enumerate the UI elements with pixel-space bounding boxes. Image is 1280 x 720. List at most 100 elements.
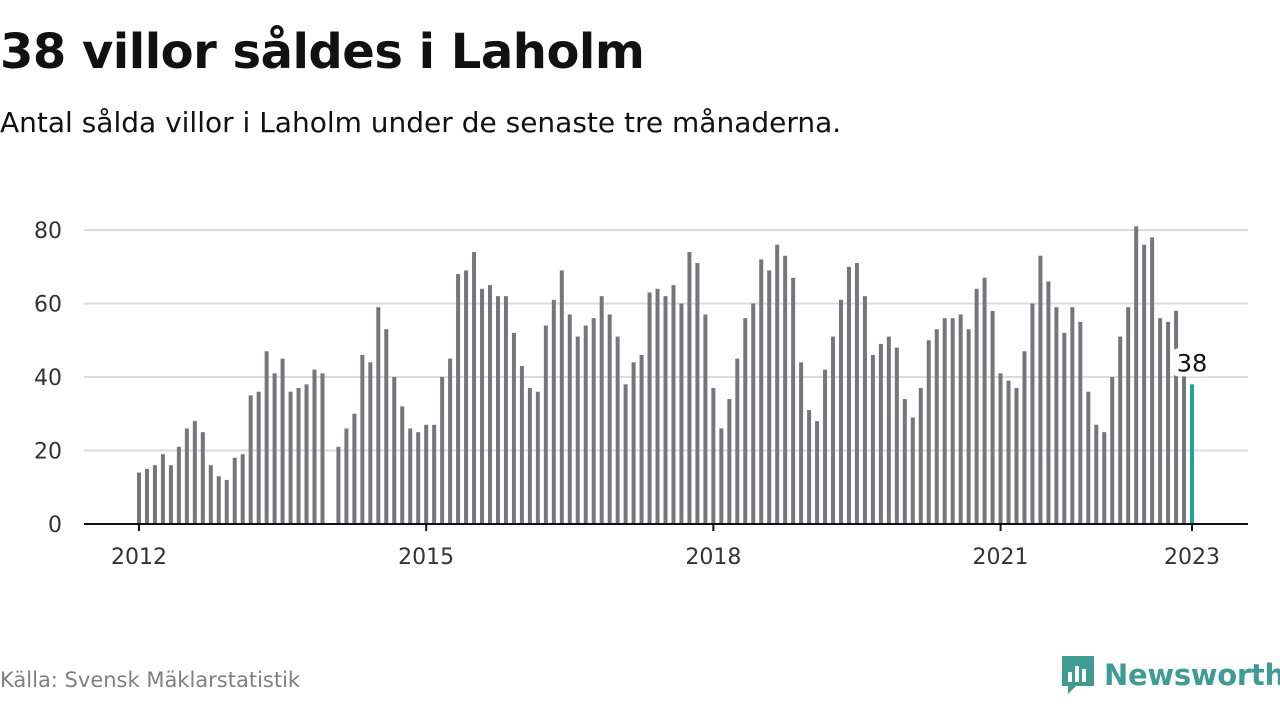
brand[interactable]: Newsworthy <box>1060 654 1280 696</box>
bar <box>591 318 596 524</box>
bar <box>408 428 413 524</box>
bar <box>1046 281 1051 524</box>
bar <box>432 424 437 524</box>
bar <box>583 325 588 524</box>
bar <box>639 354 644 524</box>
bar <box>488 285 492 525</box>
bar <box>344 428 349 524</box>
bar <box>631 362 636 524</box>
bar <box>464 270 469 524</box>
x-tick-label-2021: 2021 <box>973 545 1029 570</box>
bar <box>1054 307 1059 524</box>
bar <box>671 285 676 525</box>
bar <box>360 354 365 524</box>
bar <box>974 288 979 524</box>
bar <box>376 307 381 524</box>
bar <box>288 391 293 524</box>
bar <box>272 373 277 524</box>
bar <box>687 252 692 525</box>
bar <box>990 310 995 524</box>
bar <box>304 384 309 524</box>
bar <box>535 391 540 524</box>
bar <box>942 318 947 524</box>
bar <box>902 399 907 524</box>
bar <box>559 270 564 524</box>
bar <box>743 318 748 524</box>
bar <box>966 329 971 524</box>
bar <box>448 358 453 525</box>
y-axis-labels: 0 20 40 60 80 <box>34 219 62 538</box>
bar <box>320 373 325 524</box>
bar <box>1038 255 1043 525</box>
bar <box>1014 388 1019 524</box>
bar <box>1158 318 1163 524</box>
bar <box>615 336 620 524</box>
bar <box>1006 380 1011 524</box>
bar <box>831 336 836 524</box>
bar <box>312 369 317 524</box>
bar <box>1086 391 1091 524</box>
x-axis-ticks: 2012 2015 2018 2021 2023 <box>111 524 1220 570</box>
bar <box>1182 373 1187 524</box>
bar <box>1102 432 1107 525</box>
bar <box>735 358 740 525</box>
bar <box>480 288 485 524</box>
bar <box>224 479 229 524</box>
bar <box>799 362 804 524</box>
bar <box>519 365 524 524</box>
bar <box>216 476 221 524</box>
y-tick-label-40: 40 <box>34 366 62 391</box>
y-tick-label-20: 20 <box>34 440 62 465</box>
bar <box>137 472 141 524</box>
value-label-background <box>1172 348 1212 377</box>
bar <box>982 277 987 524</box>
bar <box>200 432 205 525</box>
bar <box>208 465 213 524</box>
bars <box>137 226 1194 525</box>
bar <box>870 354 875 524</box>
bar <box>647 292 652 524</box>
bar <box>759 259 764 524</box>
x-tick-label-2018: 2018 <box>685 545 741 570</box>
bar <box>950 318 955 524</box>
bar <box>575 336 580 524</box>
bar <box>998 373 1003 524</box>
bar <box>352 413 357 524</box>
bar <box>679 303 684 524</box>
bar <box>719 428 724 524</box>
bar <box>599 296 604 524</box>
brand-name: Newsworthy <box>1104 658 1280 692</box>
bar <box>440 377 445 524</box>
bar <box>1022 351 1027 524</box>
bar <box>791 277 796 524</box>
bar <box>384 329 389 524</box>
bar <box>1134 226 1139 524</box>
bar <box>1150 237 1155 524</box>
bar <box>280 358 285 525</box>
bar <box>878 343 883 524</box>
y-tick-label-60: 60 <box>34 293 62 318</box>
bar <box>854 263 859 524</box>
bar <box>192 421 197 524</box>
bar <box>846 266 851 524</box>
bar <box>862 296 867 524</box>
bar <box>368 362 373 524</box>
bar <box>543 325 548 524</box>
bar <box>910 417 915 524</box>
bar <box>1142 244 1147 524</box>
bar <box>567 314 572 524</box>
bar <box>232 457 237 524</box>
bar <box>176 446 181 524</box>
bar <box>894 347 899 524</box>
y-tick-label-0: 0 <box>48 513 62 538</box>
bar <box>160 454 165 524</box>
bar <box>1110 377 1115 524</box>
bar <box>1062 332 1067 524</box>
bar <box>472 252 477 525</box>
bar <box>256 391 261 524</box>
x-tick-label-2015: 2015 <box>398 545 454 570</box>
bar-chart: 0 20 40 60 80 2012 2015 2018 2021 2023 38 <box>34 219 1248 570</box>
bar <box>527 388 532 524</box>
y-tick-label-80: 80 <box>34 219 62 244</box>
bar <box>607 314 612 524</box>
